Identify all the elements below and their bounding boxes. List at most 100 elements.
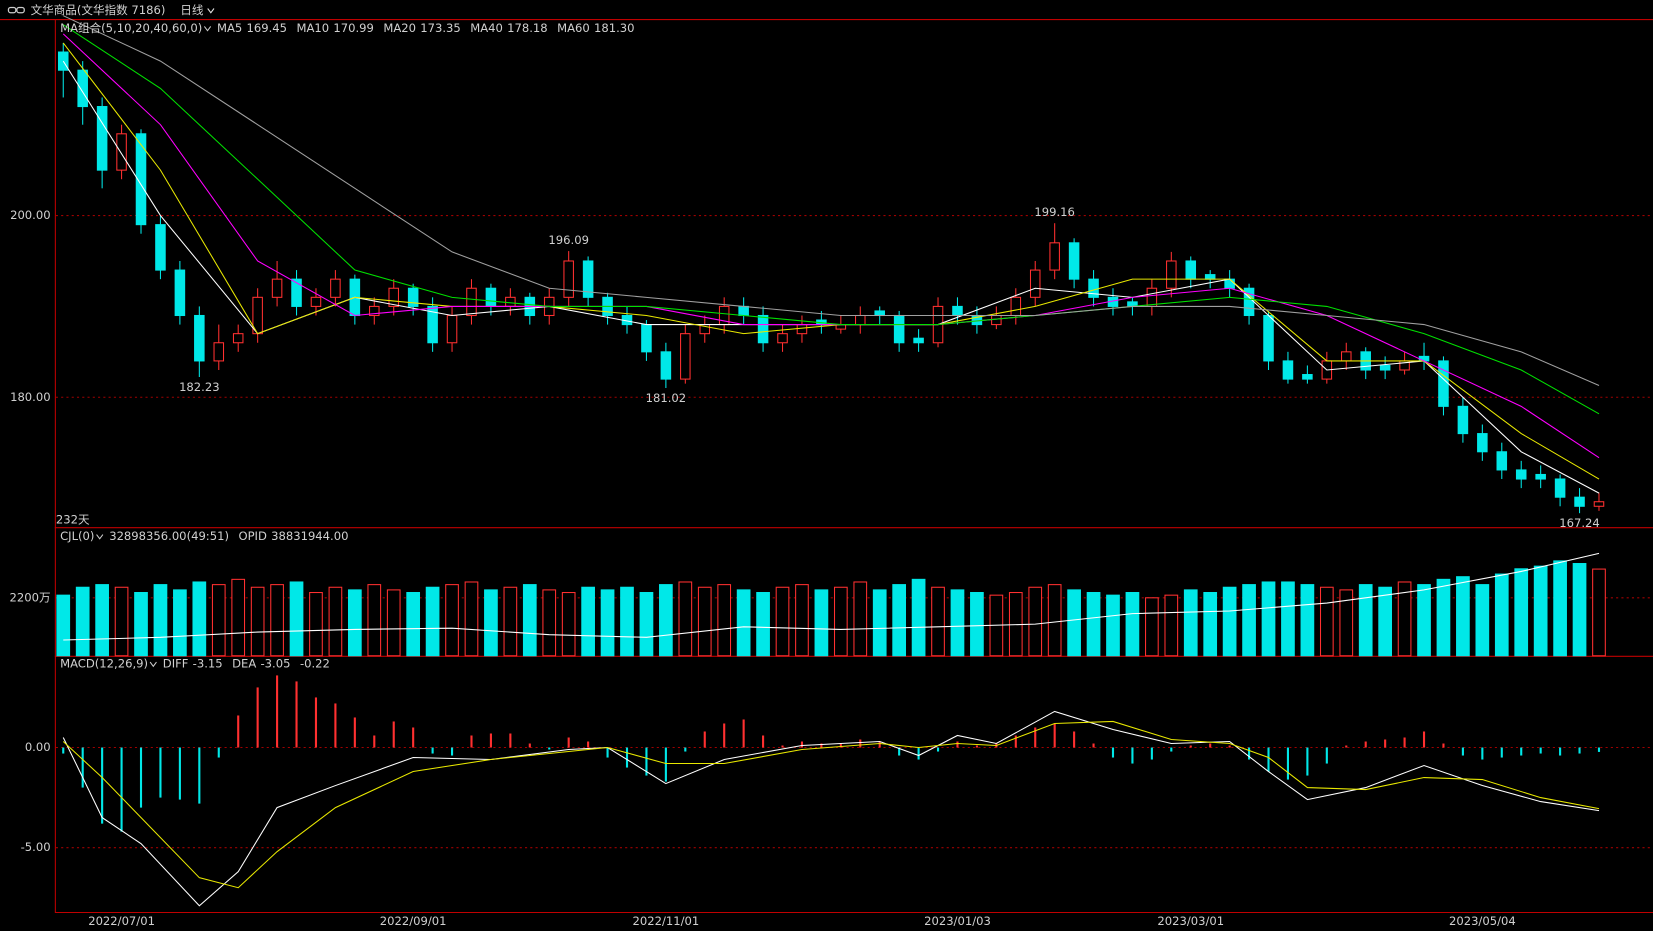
volume-bar — [1261, 581, 1276, 657]
candle-body — [893, 314, 905, 344]
macd-bar — [956, 741, 959, 748]
macd-bar — [1286, 747, 1290, 780]
candle-body — [1457, 405, 1469, 435]
volume-bar — [134, 592, 148, 657]
macd-bar — [295, 681, 298, 748]
volume-bar — [775, 586, 790, 657]
y-tick-label: 2200万 — [10, 590, 51, 604]
x-tick-label: 2022/11/01 — [633, 914, 700, 928]
volume-bar — [853, 581, 868, 657]
volume-bar — [1475, 584, 1490, 657]
volume-bar — [289, 581, 304, 657]
legend-dropdown — [96, 534, 104, 540]
candle-body — [796, 324, 808, 335]
macd-bar — [820, 743, 823, 748]
extreme-label: 181.02 — [646, 391, 687, 405]
macd-bar — [1403, 737, 1406, 748]
macd-bar — [528, 743, 531, 748]
macd-bar — [470, 735, 473, 748]
legend-name: OPID — [238, 529, 267, 543]
volume-bar — [192, 581, 207, 657]
volume-bar — [659, 584, 673, 657]
macd-bar — [314, 697, 318, 748]
macd-bar — [1597, 747, 1601, 752]
volume-bar — [1553, 560, 1567, 657]
macd-bar — [509, 733, 512, 748]
macd-bar — [1461, 747, 1464, 756]
legend-name: DIFF — [163, 657, 189, 671]
macd-bar — [1384, 739, 1387, 748]
macd-bar — [217, 747, 220, 758]
macd-bar — [178, 747, 181, 800]
period[interactable]: 日线 — [180, 3, 204, 17]
macd-bar — [1131, 747, 1134, 764]
candle-body — [1379, 364, 1391, 371]
x-tick-label: 2023/01/03 — [924, 914, 991, 928]
legend-title: MACD(12,26,9) — [60, 657, 148, 671]
macd-bar — [1306, 747, 1309, 776]
candle-body — [1340, 351, 1352, 362]
candle-body — [407, 287, 419, 307]
volume-bar — [406, 592, 421, 657]
candle-body — [135, 133, 147, 226]
legend-ratio: (49:51) — [187, 529, 229, 543]
legend-name: MA20 — [383, 21, 416, 35]
candle-body — [582, 260, 594, 298]
volume-bar — [1300, 584, 1315, 657]
days-label: 232天 — [56, 512, 90, 526]
volume-bar — [425, 586, 440, 657]
macd-bar — [1014, 735, 1017, 748]
candle-body — [680, 333, 691, 380]
legend-value: -3.05 — [260, 657, 290, 671]
volume-bar — [75, 586, 90, 657]
candle-body — [1185, 260, 1197, 280]
candle-body — [213, 342, 225, 362]
macd-bar — [1578, 747, 1581, 754]
candle-body — [388, 287, 399, 307]
legend-value: 181.30 — [594, 21, 635, 35]
macd-bar — [489, 733, 492, 748]
ma-line — [62, 24, 1600, 415]
volume-bar — [347, 589, 362, 657]
macd-bar — [276, 675, 279, 748]
legend-title: CJL(0) — [60, 529, 94, 543]
volume-bar — [211, 584, 226, 657]
frame — [0, 19, 1653, 914]
macd-bar — [567, 737, 570, 748]
period-dropdown[interactable] — [207, 8, 215, 14]
volume-bar — [1047, 584, 1062, 657]
volume-bar — [717, 584, 732, 657]
candle-body — [77, 69, 88, 108]
volume-bar — [1281, 581, 1295, 657]
candle-body — [1515, 469, 1527, 480]
volume-bar — [1592, 568, 1606, 657]
macd-bar — [256, 687, 259, 748]
candle-body — [660, 351, 672, 380]
y-tick-label: -5.00 — [21, 840, 51, 854]
macd-bar — [1520, 747, 1523, 756]
candle-body — [874, 310, 885, 317]
macd-bar — [1248, 747, 1251, 760]
legend-name: MA10 — [297, 21, 330, 35]
volume-bar — [620, 586, 634, 657]
legend-value: 169.45 — [247, 21, 288, 35]
macd-bar — [120, 747, 123, 832]
macd-line — [62, 710, 1600, 907]
volume-bar — [581, 586, 595, 657]
volume-bar — [367, 584, 382, 657]
y-tick-label: 0.00 — [25, 740, 51, 754]
legend-name: DEA — [232, 657, 256, 671]
volume-bar — [1456, 576, 1470, 657]
volume-bar — [892, 584, 907, 657]
candle-body — [1554, 478, 1566, 498]
volume-bar — [1533, 565, 1548, 657]
volume-bar — [1125, 592, 1140, 657]
candle-body — [1204, 274, 1216, 280]
macd-bar — [1170, 747, 1173, 752]
macd-bar — [1053, 723, 1056, 748]
y-tick-label: 200.00 — [10, 208, 51, 222]
macd-bar — [1422, 731, 1426, 748]
extreme-label: 199.16 — [1034, 205, 1075, 219]
macd-bar — [373, 735, 376, 748]
